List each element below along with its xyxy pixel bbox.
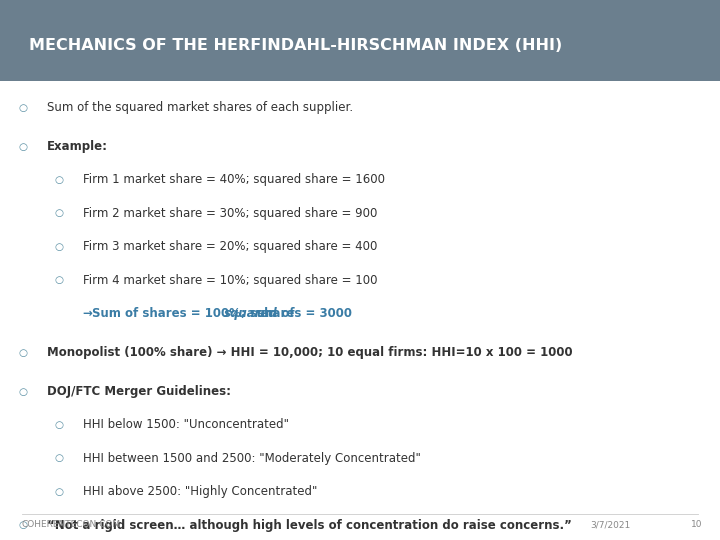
Text: HHI between 1500 and 2500: "Moderately Concentrated": HHI between 1500 and 2500: "Moderately C… — [83, 451, 420, 464]
Text: Sum of shares = 100%; sum of: Sum of shares = 100%; sum of — [92, 307, 299, 320]
Text: DOJ/FTC Merger Guidelines:: DOJ/FTC Merger Guidelines: — [47, 385, 231, 398]
Text: Sum of the squared market shares of each supplier.: Sum of the squared market shares of each… — [47, 102, 353, 114]
Text: 3/7/2021: 3/7/2021 — [590, 521, 631, 529]
Text: ○: ○ — [55, 453, 63, 463]
Text: ○: ○ — [55, 275, 63, 285]
Text: ○: ○ — [55, 420, 63, 430]
Text: squared: squared — [223, 307, 277, 320]
Text: HHI above 2500: "Highly Concentrated": HHI above 2500: "Highly Concentrated" — [83, 485, 318, 498]
Text: →: → — [83, 307, 96, 320]
Text: MECHANICS OF THE HERFINDAHL-HIRSCHMAN INDEX (HHI): MECHANICS OF THE HERFINDAHL-HIRSCHMAN IN… — [29, 38, 562, 53]
FancyBboxPatch shape — [0, 0, 720, 81]
Text: ○: ○ — [19, 520, 27, 530]
Text: Firm 1 market share = 40%; squared share = 1600: Firm 1 market share = 40%; squared share… — [83, 173, 384, 186]
Text: Monopolist (100% share) → HHI = 10,000; 10 equal firms: HHI=10 x 100 = 1000: Monopolist (100% share) → HHI = 10,000; … — [47, 346, 572, 359]
Text: Firm 3 market share = 20%; squared share = 400: Firm 3 market share = 20%; squared share… — [83, 240, 377, 253]
Text: Firm 4 market share = 10%; squared share = 100: Firm 4 market share = 10%; squared share… — [83, 274, 377, 287]
Text: ○: ○ — [55, 487, 63, 497]
Text: ○: ○ — [55, 242, 63, 252]
Text: ○: ○ — [55, 175, 63, 185]
Text: ○: ○ — [19, 142, 27, 152]
Text: ○: ○ — [55, 208, 63, 218]
Text: “Not a rigid screen… although high levels of concentration do raise concerns.”: “Not a rigid screen… although high level… — [47, 518, 572, 531]
Text: COHERENTECON.COM: COHERENTECON.COM — [22, 521, 121, 529]
Text: Example:: Example: — [47, 140, 108, 153]
Text: shares = 3000: shares = 3000 — [253, 307, 351, 320]
Text: ○: ○ — [19, 103, 27, 113]
Text: 10: 10 — [691, 521, 703, 529]
Text: Firm 2 market share = 30%; squared share = 900: Firm 2 market share = 30%; squared share… — [83, 207, 377, 220]
Text: ○: ○ — [19, 387, 27, 396]
Text: ○: ○ — [19, 348, 27, 357]
Text: HHI below 1500: "Unconcentrated": HHI below 1500: "Unconcentrated" — [83, 418, 289, 431]
